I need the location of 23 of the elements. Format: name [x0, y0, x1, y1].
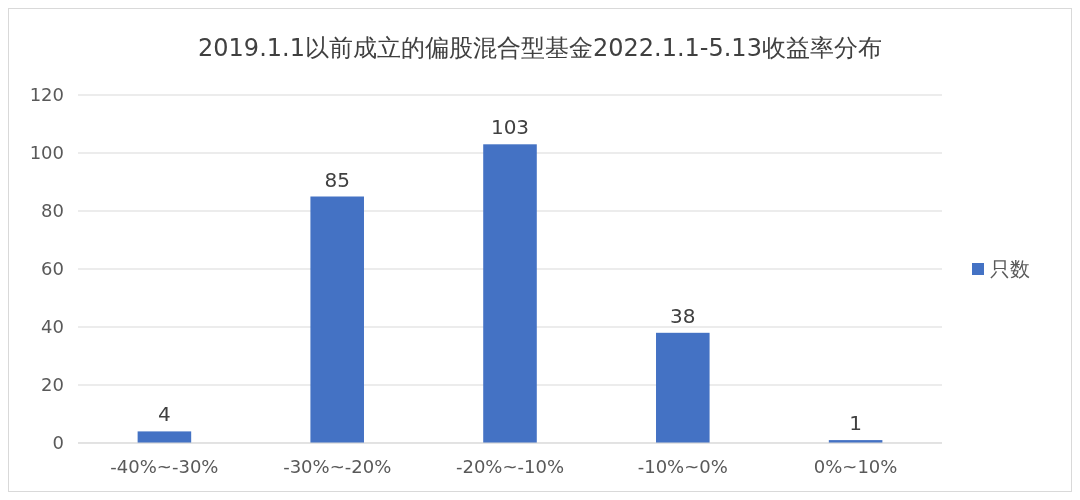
- x-tick-label: -40%~-30%: [110, 456, 219, 477]
- data-label: 103: [490, 115, 530, 140]
- data-label: 4: [158, 402, 171, 427]
- y-tick-label: 20: [41, 374, 64, 396]
- legend-label: 只数: [990, 257, 1030, 281]
- y-tick-label: 100: [29, 142, 64, 164]
- data-label: 38: [670, 303, 696, 328]
- y-tick-label: 0: [52, 432, 64, 454]
- bar: [656, 332, 710, 443]
- bar: [483, 144, 537, 443]
- y-tick-label: 60: [41, 258, 64, 280]
- y-tick-label: 40: [41, 316, 64, 338]
- data-label: 1: [849, 411, 862, 436]
- x-tick-label: -20%~-10%: [455, 456, 565, 477]
- y-tick-label: 120: [29, 84, 64, 106]
- y-tick-label: 80: [41, 200, 64, 222]
- x-tick-label: -10%~0%: [637, 456, 728, 477]
- x-tick-label: -30%~-20%: [283, 456, 392, 477]
- data-label: 85: [324, 167, 350, 192]
- chart-title: 2019.1.1以前成立的偏股混合型基金2022.1.1-5.13收益率分布: [198, 34, 882, 62]
- x-tick-label: 0%~10%: [813, 456, 898, 477]
- bar: [137, 431, 192, 443]
- bar: [310, 196, 364, 443]
